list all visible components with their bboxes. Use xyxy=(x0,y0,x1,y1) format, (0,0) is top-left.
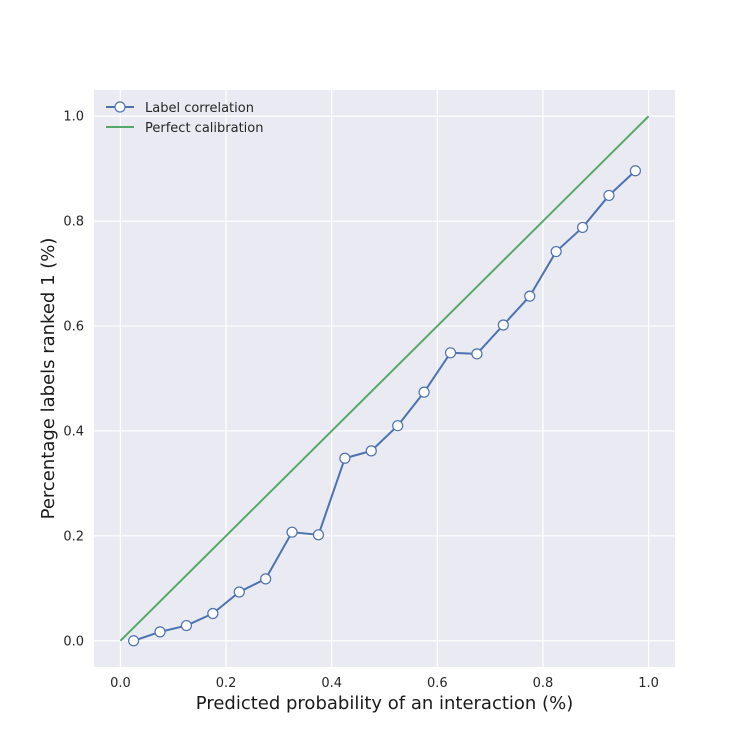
x-tick-label: 0.0 xyxy=(110,676,131,691)
data-point-label-correlation xyxy=(180,619,193,632)
data-point-label-correlation xyxy=(603,189,615,202)
series-layer xyxy=(119,115,650,647)
x-tick-label: 0.4 xyxy=(321,676,342,691)
data-point-label-correlation xyxy=(524,290,536,302)
y-tick-label: 0.8 xyxy=(63,215,84,230)
data-point-label-correlation xyxy=(260,573,272,585)
data-point-label-correlation xyxy=(154,626,166,638)
y-axis-label: Percentage labels ranked 1 (%) xyxy=(38,238,59,520)
y-tick-label: 0.2 xyxy=(63,529,84,544)
data-point-label-correlation xyxy=(418,386,430,398)
data-point-label-correlation xyxy=(128,635,140,647)
x-tick-label: 0.6 xyxy=(427,676,448,691)
y-tick-label: 0.4 xyxy=(63,424,84,439)
tick-labels: 0.0 0.2 0.4 0.6 0.8 1.0 0.0 0.2 0.4 0.6 0.8 1.0 xyxy=(63,110,659,691)
series-line-perfect-calibration xyxy=(119,115,650,642)
data-point-label-correlation xyxy=(339,452,351,464)
y-tick-label: 0.0 xyxy=(63,634,84,649)
series-line-label-correlation xyxy=(133,170,637,642)
legend-label-perfect-calibration: Perfect calibration xyxy=(145,121,263,136)
legend-label-correlation: Label correlation xyxy=(145,101,254,116)
grid xyxy=(94,90,675,667)
legend-marker-label-correlation xyxy=(114,101,126,113)
data-point-label-correlation xyxy=(471,348,483,360)
data-point-label-correlation xyxy=(233,586,245,598)
data-point-label-correlation xyxy=(392,420,404,432)
data-point-label-correlation xyxy=(365,445,377,457)
data-point-label-correlation xyxy=(629,165,641,177)
x-tick-label: 0.2 xyxy=(216,676,237,691)
data-point-label-correlation xyxy=(550,245,562,258)
y-tick-label: 0.6 xyxy=(63,320,84,335)
data-point-label-correlation xyxy=(286,526,298,538)
legend: Label correlation Perfect calibration xyxy=(106,101,263,136)
data-point-label-correlation xyxy=(497,319,509,331)
x-tick-label: 0.8 xyxy=(533,676,554,691)
data-point-label-correlation xyxy=(207,607,219,620)
data-point-label-correlation xyxy=(444,347,457,359)
data-point-label-correlation xyxy=(576,221,589,234)
x-axis-label: Predicted probability of an interaction … xyxy=(196,693,573,714)
data-point-label-correlation xyxy=(312,529,325,541)
y-tick-label: 1.0 xyxy=(63,110,84,125)
x-tick-label: 1.0 xyxy=(638,676,659,691)
